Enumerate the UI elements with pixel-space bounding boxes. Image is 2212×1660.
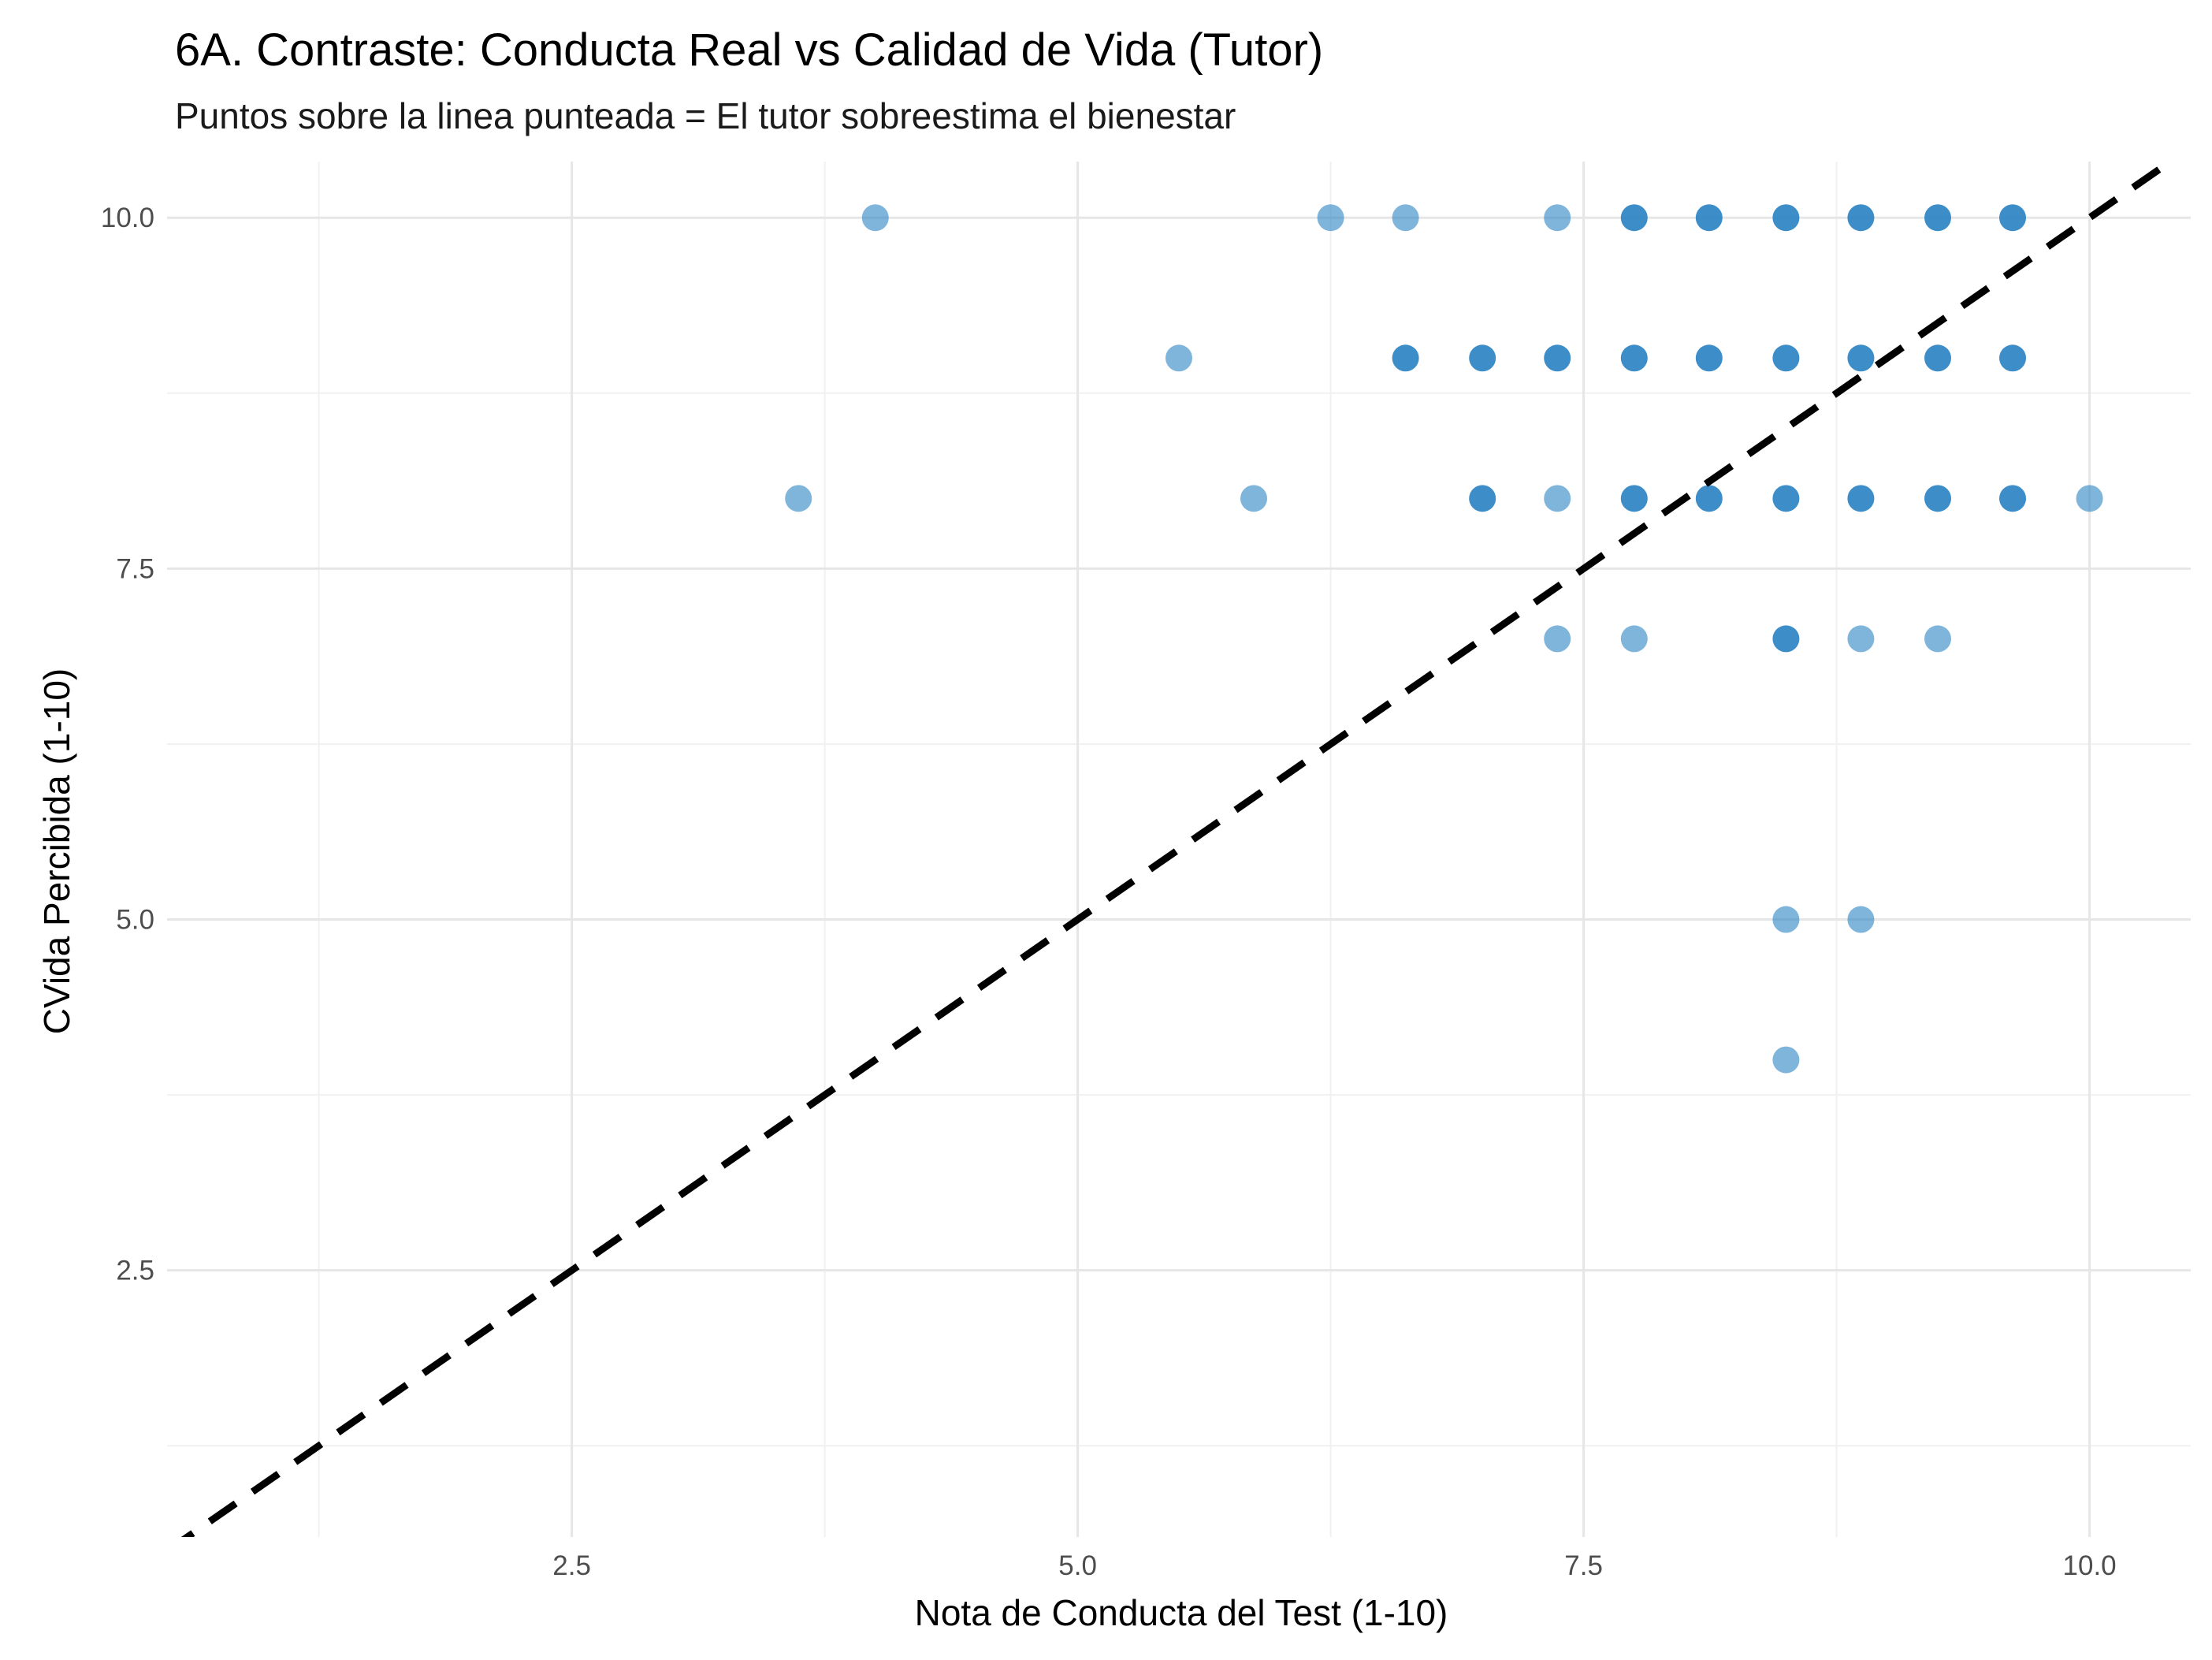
chart-title: 6A. Contraste: Conducta Real vs Calidad … [175, 24, 1324, 76]
data-point [1772, 906, 1800, 933]
data-point [1469, 344, 1496, 372]
y-axis-title: CVida Percibida (1-10) [36, 668, 77, 1035]
data-point [1772, 1046, 1800, 1074]
data-point [1544, 485, 1571, 512]
data-point [1695, 344, 1723, 372]
data-point [1620, 344, 1648, 372]
data-point [1317, 204, 1344, 232]
data-point [1999, 204, 2027, 232]
y-tick-label: 10.0 [101, 203, 154, 233]
y-tick-label: 7.5 [116, 553, 154, 584]
data-point [1544, 625, 1571, 653]
reference-line [180, 162, 2177, 1537]
data-point [1620, 485, 1648, 512]
chart-subtitle: Puntos sobre la linea punteada = El tuto… [175, 95, 1236, 136]
data-point [1772, 204, 1800, 232]
data-point [1469, 485, 1496, 512]
x-tick-label: 5.0 [1058, 1550, 1097, 1581]
data-point [2076, 485, 2103, 512]
x-tick-label: 7.5 [1564, 1550, 1603, 1581]
data-point [1924, 344, 1951, 372]
data-point [785, 485, 812, 512]
data-point [1847, 485, 1875, 512]
data-point [1772, 485, 1800, 512]
data-point [1695, 204, 1723, 232]
data-point [1772, 344, 1800, 372]
y-axis-ticks: 2.5 5.0 7.5 10.0 [101, 203, 154, 1286]
x-axis-ticks: 2.5 5.0 7.5 10.0 [552, 1550, 2116, 1581]
data-point [1924, 625, 1951, 653]
data-point [1999, 344, 2027, 372]
data-point [1847, 344, 1875, 372]
y-tick-label: 5.0 [116, 905, 154, 936]
data-point [1772, 625, 1800, 653]
reference-line-group [180, 162, 2177, 1537]
data-point [1924, 204, 1951, 232]
data-point [1924, 485, 1951, 512]
data-point [1999, 485, 2027, 512]
data-point [1620, 625, 1648, 653]
data-point [1240, 485, 1268, 512]
data-point [1392, 204, 1419, 232]
data-point [1544, 204, 1571, 232]
data-point [861, 204, 889, 232]
data-point [1847, 906, 1875, 933]
data-point [1620, 204, 1648, 232]
data-point [1847, 625, 1875, 653]
data-points [785, 204, 2103, 1074]
y-tick-label: 2.5 [116, 1256, 154, 1286]
data-point [1165, 344, 1192, 372]
data-point [1847, 204, 1875, 232]
data-point [1544, 344, 1571, 372]
data-point [1695, 485, 1723, 512]
x-tick-label: 10.0 [2063, 1550, 2117, 1581]
data-point [1392, 344, 1419, 372]
x-axis-title: Nota de Conducta del Test (1-10) [915, 1592, 1448, 1633]
x-tick-label: 2.5 [552, 1550, 591, 1581]
